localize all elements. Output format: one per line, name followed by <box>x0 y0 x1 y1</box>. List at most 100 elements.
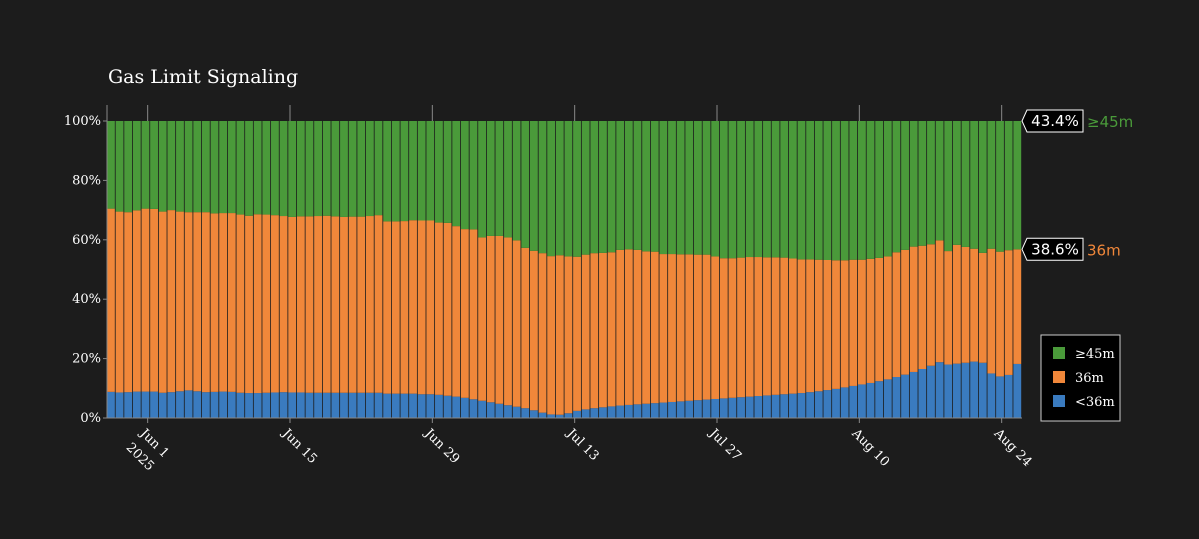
bar-segment-lt36m-33[interactable] <box>391 393 400 418</box>
bar-segment-36m-89[interactable] <box>875 257 884 382</box>
bar-segment-ge45m-37[interactable] <box>426 121 435 221</box>
bar-segment-ge45m-87[interactable] <box>857 121 866 260</box>
bar-segment-ge45m-28[interactable] <box>348 121 357 217</box>
bar-segment-ge45m-63[interactable] <box>650 121 659 252</box>
bar-segment-ge45m-79[interactable] <box>788 121 797 259</box>
bar-segment-ge45m-35[interactable] <box>409 121 417 221</box>
bar-segment-36m-67[interactable] <box>685 254 694 401</box>
bar-segment-ge45m-49[interactable] <box>529 121 538 251</box>
bar-segment-ge45m-17[interactable] <box>253 121 262 215</box>
bar-segment-ge45m-76[interactable] <box>763 121 771 258</box>
bar-segment-lt36m-2[interactable] <box>124 392 133 418</box>
bar-segment-ge45m-104[interactable] <box>1004 121 1013 251</box>
bar-segment-ge45m-27[interactable] <box>340 121 348 217</box>
bar-segment-lt36m-52[interactable] <box>555 414 564 418</box>
bar-segment-lt36m-1[interactable] <box>115 392 124 418</box>
bar-segment-ge45m-93[interactable] <box>909 121 918 247</box>
bar-segment-lt36m-72[interactable] <box>728 397 737 418</box>
bar-segment-ge45m-83[interactable] <box>823 121 832 260</box>
bar-segment-ge45m-15[interactable] <box>236 121 245 215</box>
bar-segment-ge45m-7[interactable] <box>167 121 176 211</box>
bar-segment-36m-59[interactable] <box>616 249 625 406</box>
bar-segment-lt36m-26[interactable] <box>331 392 340 418</box>
bar-segment-36m-18[interactable] <box>262 214 271 393</box>
bar-segment-ge45m-97[interactable] <box>944 121 953 252</box>
bar-segment-36m-90[interactable] <box>883 256 892 380</box>
bar-segment-lt36m-43[interactable] <box>478 400 487 418</box>
bar-segment-lt36m-71[interactable] <box>719 398 728 418</box>
bar-segment-36m-66[interactable] <box>676 254 685 402</box>
bar-segment-lt36m-23[interactable] <box>305 392 314 418</box>
bar-segment-36m-100[interactable] <box>970 248 979 362</box>
bar-segment-lt36m-49[interactable] <box>529 410 538 418</box>
bar-segment-36m-94[interactable] <box>918 245 927 369</box>
bar-segment-36m-76[interactable] <box>763 257 771 396</box>
bar-segment-lt36m-51[interactable] <box>547 414 556 418</box>
bar-segment-36m-103[interactable] <box>996 251 1004 377</box>
bar-segment-36m-41[interactable] <box>460 229 469 398</box>
bar-segment-lt36m-100[interactable] <box>970 361 979 418</box>
bar-segment-36m-33[interactable] <box>391 221 400 394</box>
bar-segment-ge45m-73[interactable] <box>737 121 745 258</box>
bar-segment-lt36m-39[interactable] <box>443 395 452 418</box>
bar-segment-lt36m-65[interactable] <box>668 401 676 418</box>
legend-item-0[interactable]: ≥45m <box>1053 347 1115 362</box>
bar-segment-ge45m-43[interactable] <box>478 121 487 238</box>
bar-segment-ge45m-53[interactable] <box>564 121 573 257</box>
bar-segment-36m-0[interactable] <box>107 208 115 392</box>
bar-segment-ge45m-64[interactable] <box>659 121 668 255</box>
bar-segment-36m-20[interactable] <box>279 216 288 393</box>
bar-segment-ge45m-85[interactable] <box>840 121 849 261</box>
bar-segment-ge45m-12[interactable] <box>210 121 219 214</box>
bar-segment-36m-85[interactable] <box>840 260 849 388</box>
bar-segment-36m-5[interactable] <box>150 208 158 392</box>
bar-segment-ge45m-41[interactable] <box>460 121 469 230</box>
bar-segment-lt36m-46[interactable] <box>504 405 512 418</box>
bar-segment-36m-26[interactable] <box>331 216 340 393</box>
bar-segment-ge45m-48[interactable] <box>521 121 530 248</box>
bar-segment-ge45m-23[interactable] <box>305 121 314 217</box>
bar-segment-ge45m-54[interactable] <box>573 121 581 257</box>
bar-segment-36m-77[interactable] <box>771 257 780 395</box>
bar-segment-36m-47[interactable] <box>512 240 521 407</box>
bar-segment-36m-88[interactable] <box>866 258 875 383</box>
bar-segment-ge45m-33[interactable] <box>391 121 400 222</box>
bar-segment-36m-99[interactable] <box>961 246 970 363</box>
bar-segment-ge45m-3[interactable] <box>132 121 141 211</box>
bar-segment-lt36m-93[interactable] <box>909 371 918 418</box>
bar-segment-36m-32[interactable] <box>383 221 392 394</box>
bar-segment-ge45m-24[interactable] <box>314 121 322 217</box>
bar-segment-ge45m-96[interactable] <box>935 121 944 241</box>
bar-segment-lt36m-104[interactable] <box>1004 374 1013 418</box>
bar-segment-36m-93[interactable] <box>909 246 918 372</box>
bar-segment-ge45m-1[interactable] <box>115 121 124 212</box>
bar-segment-36m-71[interactable] <box>719 258 728 399</box>
bar-segment-36m-95[interactable] <box>927 244 935 366</box>
bar-segment-ge45m-60[interactable] <box>624 121 633 250</box>
bar-segment-lt36m-6[interactable] <box>158 392 167 418</box>
bar-segment-ge45m-6[interactable] <box>158 121 167 212</box>
bar-segment-lt36m-97[interactable] <box>944 364 953 418</box>
bar-segment-36m-21[interactable] <box>288 216 297 393</box>
bar-segment-ge45m-9[interactable] <box>184 121 193 213</box>
bar-segment-36m-27[interactable] <box>340 216 348 393</box>
bar-segment-36m-34[interactable] <box>400 221 409 394</box>
bar-segment-ge45m-11[interactable] <box>201 121 210 213</box>
bar-segment-ge45m-74[interactable] <box>745 121 754 258</box>
bar-segment-36m-48[interactable] <box>521 247 530 409</box>
bar-segment-ge45m-81[interactable] <box>806 121 815 260</box>
bar-segment-ge45m-82[interactable] <box>814 121 823 260</box>
bar-segment-lt36m-69[interactable] <box>702 399 711 418</box>
bar-segment-lt36m-53[interactable] <box>564 413 573 418</box>
bar-segment-ge45m-58[interactable] <box>607 121 616 253</box>
bar-segment-lt36m-99[interactable] <box>961 362 970 418</box>
bar-segment-lt36m-9[interactable] <box>184 390 193 418</box>
bar-segment-ge45m-10[interactable] <box>193 121 202 213</box>
bar-segment-lt36m-30[interactable] <box>365 392 374 418</box>
bar-segment-lt36m-32[interactable] <box>383 393 392 418</box>
bar-segment-ge45m-25[interactable] <box>322 121 331 216</box>
bar-segment-ge45m-92[interactable] <box>901 121 909 250</box>
bar-segment-ge45m-46[interactable] <box>504 121 512 238</box>
bar-segment-36m-30[interactable] <box>365 216 374 393</box>
bar-segment-36m-12[interactable] <box>210 213 219 392</box>
